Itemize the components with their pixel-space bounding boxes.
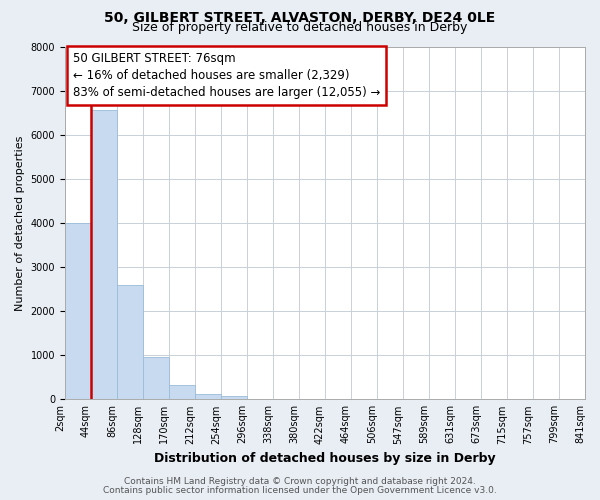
Bar (143, 356, 169, 400)
Text: Contains public sector information licensed under the Open Government Licence v3: Contains public sector information licen… (103, 486, 497, 495)
Text: 50, GILBERT STREET, ALVASTON, DERBY, DE24 0LE: 50, GILBERT STREET, ALVASTON, DERBY, DE2… (104, 11, 496, 25)
Text: Contains HM Land Registry data © Crown copyright and database right 2024.: Contains HM Land Registry data © Crown c… (124, 477, 476, 486)
Bar (91, 110, 117, 400)
Text: Size of property relative to detached houses in Derby: Size of property relative to detached ho… (133, 22, 467, 35)
Bar (195, 394, 221, 400)
Y-axis label: Number of detached properties: Number of detached properties (15, 135, 25, 310)
Bar (221, 396, 247, 400)
Text: 50 GILBERT STREET: 76sqm
← 16% of detached houses are smaller (2,329)
83% of sem: 50 GILBERT STREET: 76sqm ← 16% of detach… (73, 52, 380, 99)
Bar (117, 284, 143, 400)
X-axis label: Distribution of detached houses by size in Derby: Distribution of detached houses by size … (154, 452, 496, 465)
Bar (169, 385, 195, 400)
Bar (65, 223, 91, 400)
